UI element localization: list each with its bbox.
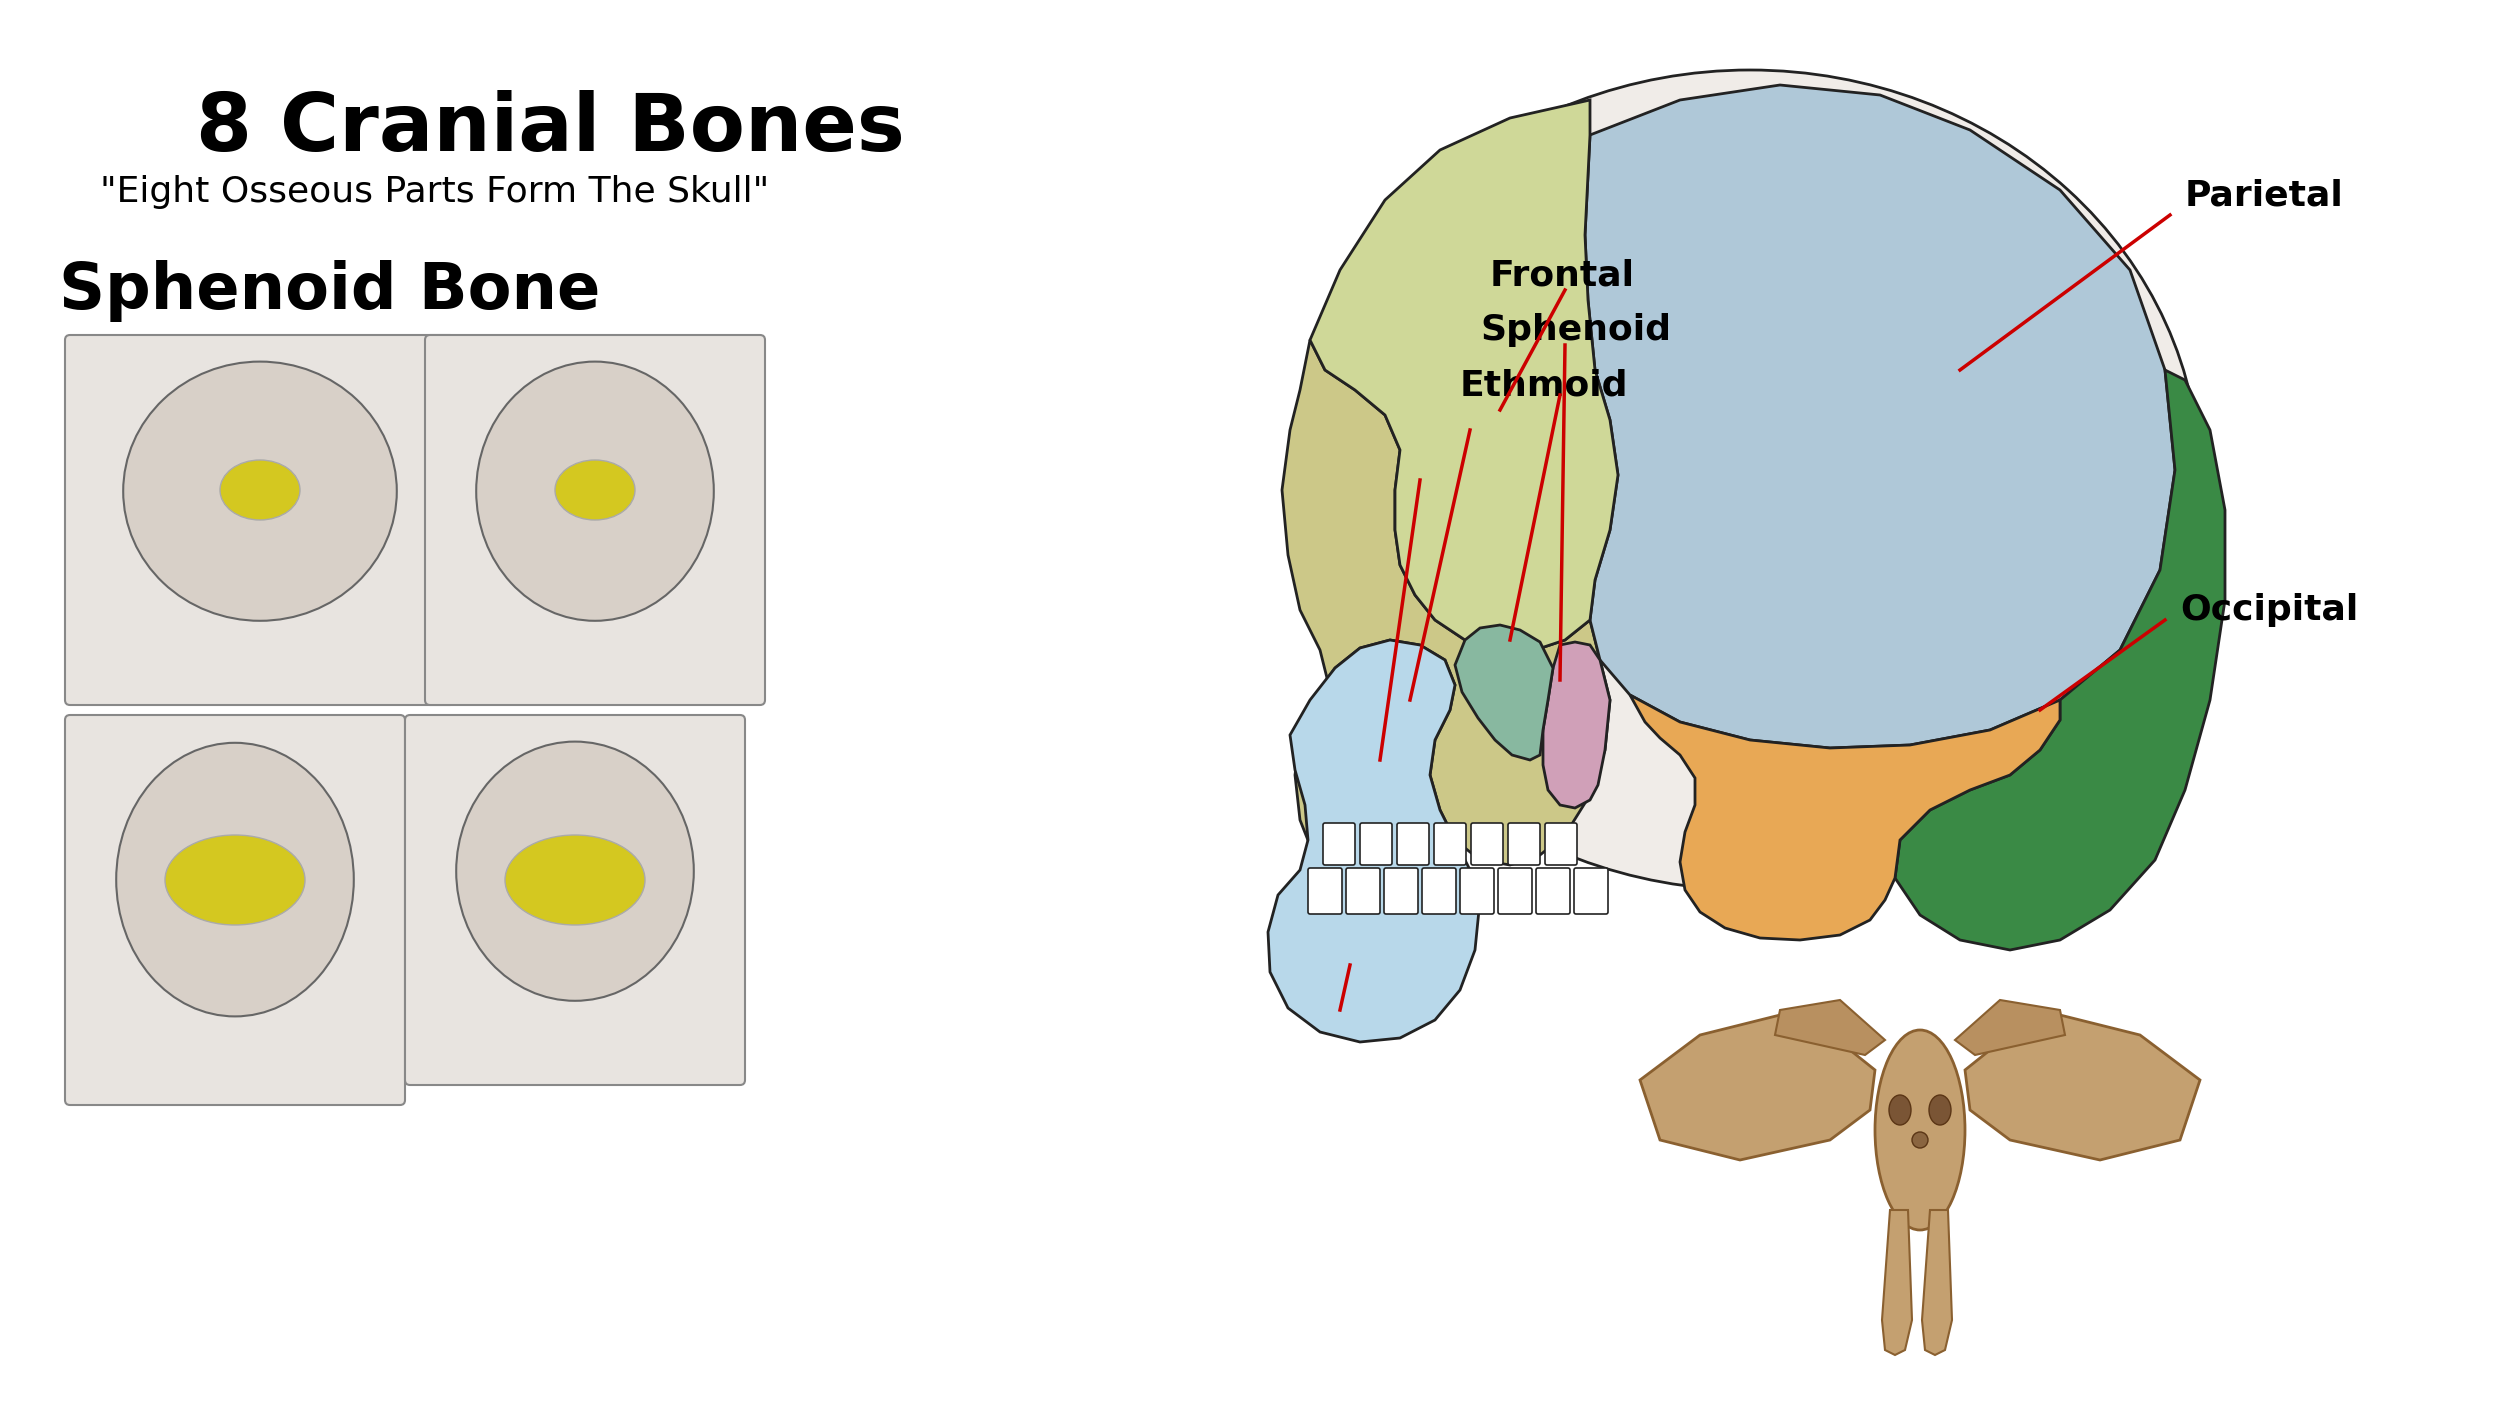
Ellipse shape xyxy=(165,835,305,925)
Polygon shape xyxy=(1542,642,1610,808)
Polygon shape xyxy=(1455,625,1552,759)
Ellipse shape xyxy=(220,460,300,520)
FancyBboxPatch shape xyxy=(405,715,745,1084)
FancyBboxPatch shape xyxy=(1535,869,1570,913)
Ellipse shape xyxy=(1930,1096,1950,1125)
Polygon shape xyxy=(1268,640,1480,1042)
Text: 8 Cranial Bones: 8 Cranial Bones xyxy=(195,90,905,168)
Ellipse shape xyxy=(115,743,355,1016)
Text: Frontal: Frontal xyxy=(1490,258,1635,291)
Polygon shape xyxy=(1882,1210,1912,1355)
Text: Occipital: Occipital xyxy=(2180,593,2358,628)
Ellipse shape xyxy=(122,361,398,621)
Polygon shape xyxy=(1310,99,1618,650)
Ellipse shape xyxy=(1300,70,2200,890)
FancyBboxPatch shape xyxy=(1308,869,1342,913)
Polygon shape xyxy=(1640,1010,1875,1160)
Ellipse shape xyxy=(1875,1030,1965,1230)
Ellipse shape xyxy=(475,361,715,621)
FancyBboxPatch shape xyxy=(1435,822,1465,864)
Text: Temporal: Temporal xyxy=(1695,769,1925,811)
FancyBboxPatch shape xyxy=(1545,822,1578,864)
FancyBboxPatch shape xyxy=(1398,822,1430,864)
Polygon shape xyxy=(1895,370,2225,950)
Polygon shape xyxy=(1955,1000,2065,1055)
Ellipse shape xyxy=(1890,1096,1910,1125)
FancyBboxPatch shape xyxy=(1322,822,1355,864)
FancyBboxPatch shape xyxy=(65,335,455,705)
Polygon shape xyxy=(1282,340,1610,922)
FancyBboxPatch shape xyxy=(1470,822,1502,864)
Polygon shape xyxy=(1630,695,2060,940)
Ellipse shape xyxy=(1912,1132,1928,1147)
FancyBboxPatch shape xyxy=(1345,869,1380,913)
Ellipse shape xyxy=(555,460,635,520)
Ellipse shape xyxy=(455,741,695,1000)
Text: Parietal: Parietal xyxy=(2185,178,2345,212)
FancyBboxPatch shape xyxy=(1360,822,1392,864)
FancyBboxPatch shape xyxy=(1422,869,1455,913)
Polygon shape xyxy=(1585,85,2175,748)
FancyBboxPatch shape xyxy=(1575,869,1608,913)
FancyBboxPatch shape xyxy=(1498,869,1532,913)
Text: Sphenoid: Sphenoid xyxy=(1480,312,1670,347)
FancyBboxPatch shape xyxy=(1508,822,1540,864)
FancyBboxPatch shape xyxy=(1385,869,1418,913)
Polygon shape xyxy=(1965,1010,2200,1160)
Polygon shape xyxy=(1775,1000,1885,1055)
Polygon shape xyxy=(1922,1210,1952,1355)
Text: Sphenoid Bone: Sphenoid Bone xyxy=(60,261,600,322)
FancyBboxPatch shape xyxy=(425,335,765,705)
Ellipse shape xyxy=(505,835,645,925)
FancyBboxPatch shape xyxy=(1460,869,1495,913)
Text: Ethmoid: Ethmoid xyxy=(1460,368,1628,402)
Text: "Eight Osseous Parts Form The Skull": "Eight Osseous Parts Form The Skull" xyxy=(100,175,770,209)
FancyBboxPatch shape xyxy=(65,715,405,1105)
